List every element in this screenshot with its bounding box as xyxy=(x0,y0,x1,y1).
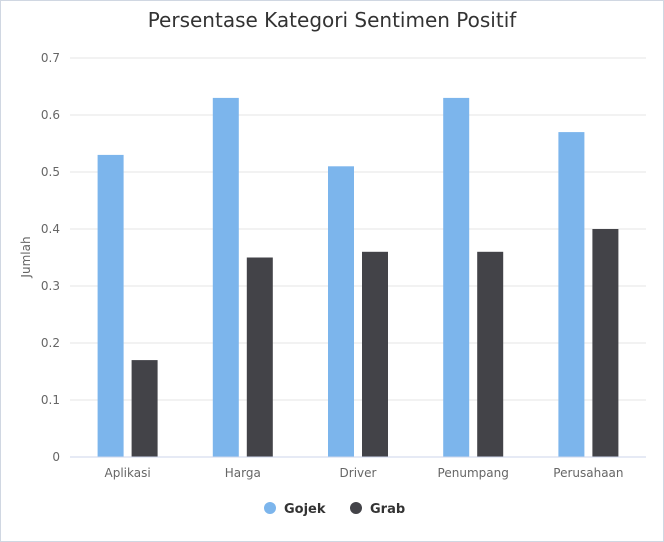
bar-gojek-driver[interactable] xyxy=(328,166,354,458)
y-axis-ticks: 0 0.1 0.2 0.3 0.4 0.5 0.6 0.7 xyxy=(41,51,60,464)
legend-item-gojek[interactable]: Gojek xyxy=(264,502,326,517)
x-axis-ticks: Aplikasi Harga Driver Penumpang Perusahaan xyxy=(105,466,624,480)
gridlines xyxy=(70,57,646,401)
bars xyxy=(97,97,619,458)
legend-label: Grab xyxy=(370,502,405,517)
y-tick-label: 0 xyxy=(52,450,60,464)
chart-title: Persentase Kategori Sentimen Positif xyxy=(148,8,518,32)
bar-gojek-perusahaan[interactable] xyxy=(558,132,585,457)
x-tick-label: Aplikasi xyxy=(105,466,151,480)
y-axis-label: Jumlah xyxy=(19,236,33,278)
x-tick-label: Perusahaan xyxy=(553,466,623,480)
bar-grab-perusahaan[interactable] xyxy=(592,229,619,457)
legend-item-grab[interactable]: Grab xyxy=(350,502,405,517)
legend-marker xyxy=(264,502,276,514)
y-tick-label: 0.5 xyxy=(41,165,60,179)
bar-grab-harga[interactable] xyxy=(246,257,273,458)
legend-marker xyxy=(350,502,362,514)
y-tick-label: 0.7 xyxy=(41,51,60,65)
bar-grab-aplikasi[interactable] xyxy=(131,360,158,457)
y-tick-label: 0.3 xyxy=(41,279,60,293)
y-tick-label: 0.2 xyxy=(41,336,60,350)
bar-grab-driver[interactable] xyxy=(362,251,388,457)
bar-gojek-aplikasi[interactable] xyxy=(97,154,124,457)
y-tick-label: 0.4 xyxy=(41,222,60,236)
y-tick-label: 0.1 xyxy=(41,393,60,407)
legend[interactable]: Gojek Grab xyxy=(264,502,405,517)
bar-gojek-harga[interactable] xyxy=(212,97,239,458)
bar-grab-penumpang[interactable] xyxy=(477,251,504,457)
x-tick-label: Penumpang xyxy=(438,466,509,480)
bar-gojek-penumpang[interactable] xyxy=(443,97,470,458)
legend-label: Gojek xyxy=(284,502,326,517)
x-tick-label: Driver xyxy=(340,466,377,480)
x-tick-label: Harga xyxy=(225,466,261,480)
y-tick-label: 0.6 xyxy=(41,108,60,122)
